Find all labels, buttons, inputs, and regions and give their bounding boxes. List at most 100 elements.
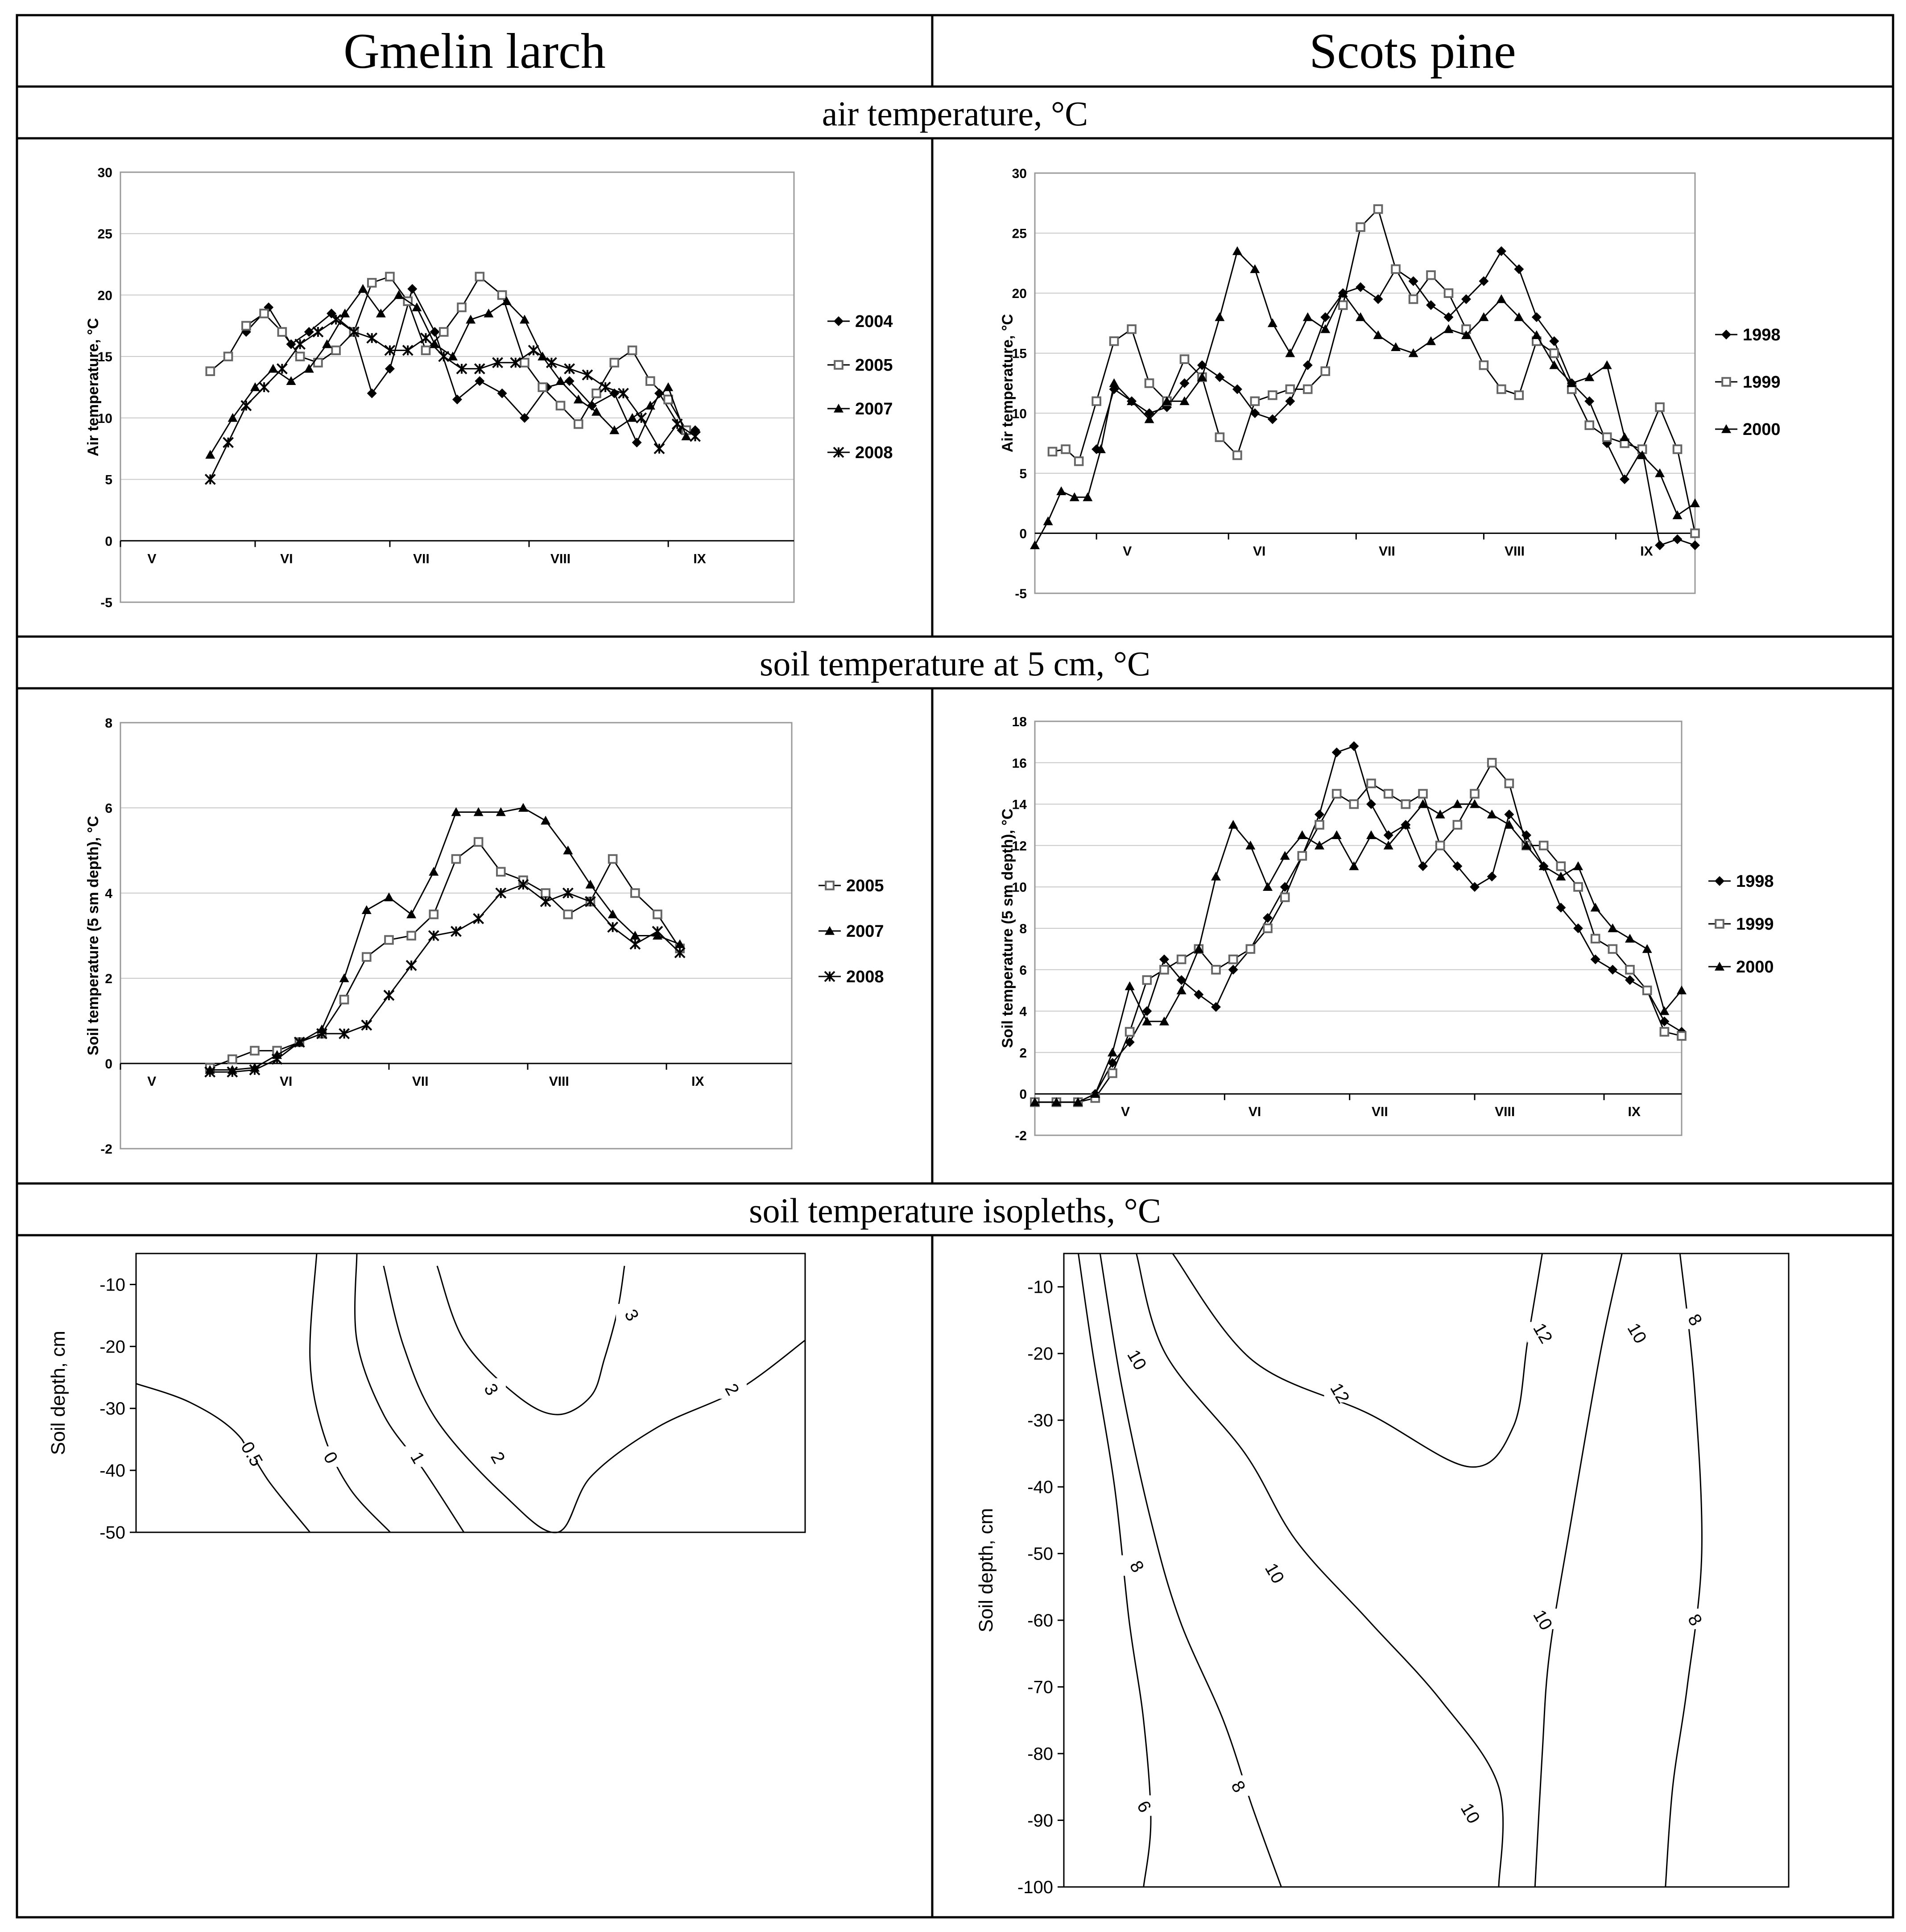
- data-point-1998: [1125, 1037, 1135, 1047]
- data-point-2004: [407, 284, 418, 294]
- data-point-1999: [1602, 432, 1612, 442]
- data-point-1998: [1487, 872, 1497, 881]
- data-point-2005: [497, 290, 507, 300]
- legend-marker-2004: [834, 316, 843, 326]
- y-tick-label: -70: [1027, 1678, 1053, 1697]
- data-point-2008: [495, 887, 507, 899]
- data-point-2008: [384, 344, 396, 356]
- y-tick-label: 2: [1019, 1046, 1027, 1060]
- contour-label-bg: [315, 1446, 345, 1467]
- y-tick-label: 0: [105, 534, 112, 549]
- data-point-2008: [294, 339, 306, 350]
- data-point-1999: [1125, 1027, 1135, 1037]
- month-label: VIII: [1505, 544, 1525, 559]
- data-point-2007: [541, 815, 551, 825]
- contour-line-0: [309, 1253, 391, 1533]
- header-right: Scots pine: [1309, 24, 1516, 79]
- data-point-1998: [1620, 474, 1630, 484]
- data-point-2000: [1030, 1097, 1040, 1106]
- data-point-2000: [1531, 330, 1542, 339]
- data-point-2005: [541, 888, 550, 898]
- data-point-2008: [674, 947, 686, 959]
- data-point-2005: [563, 909, 573, 919]
- data-point-1999: [1677, 1031, 1687, 1041]
- data-point-2007: [608, 909, 618, 918]
- legend-label-2004: 2004: [855, 312, 893, 331]
- data-point-2000: [1383, 840, 1393, 850]
- month-label: IX: [693, 551, 706, 566]
- data-point-2000: [1302, 312, 1313, 321]
- contour-label-bg: [1128, 1795, 1159, 1816]
- month-label: VII: [1372, 1105, 1388, 1119]
- data-point-2000: [1051, 1097, 1062, 1106]
- data-point-1999: [1315, 820, 1324, 830]
- y-axis-label: Soil temperature (5 sm depth), °C: [999, 809, 1016, 1048]
- data-point-2000: [1043, 516, 1053, 525]
- contour-line-8: [1099, 1253, 1282, 1887]
- data-point-2000: [1549, 360, 1559, 369]
- y-tick-label: -40: [1027, 1477, 1053, 1497]
- data-point-2007: [406, 909, 417, 918]
- legend-marker-2005: [825, 881, 835, 890]
- y-tick-label: 20: [1012, 286, 1027, 301]
- data-point-1998: [1144, 408, 1154, 418]
- y-tick-label: 8: [105, 716, 112, 731]
- data-point-1999: [1408, 294, 1418, 304]
- contour-label-bg: [482, 1446, 513, 1467]
- y-tick-label: 6: [1019, 963, 1027, 978]
- data-point-2005: [205, 366, 215, 376]
- data-point-1999: [1144, 378, 1154, 388]
- data-point-2007: [466, 314, 476, 324]
- data-point-2005: [331, 345, 341, 356]
- data-point-2005: [406, 931, 416, 941]
- legend-marker-1998: [1721, 330, 1731, 339]
- y-tick-label: 5: [1019, 467, 1027, 481]
- data-point-2000: [1162, 396, 1172, 405]
- y-tick-label: 0: [105, 1057, 112, 1071]
- y-tick-label: -2: [100, 1142, 112, 1157]
- contour-label: -0.5: [234, 1433, 267, 1470]
- data-point-2005: [591, 388, 601, 398]
- data-point-1999: [1435, 840, 1445, 851]
- data-point-1998: [1418, 861, 1428, 871]
- data-point-2007: [205, 450, 215, 459]
- y-tick-label: 2: [105, 972, 112, 986]
- data-point-1998: [1504, 809, 1514, 819]
- y-tick-label: -5: [100, 596, 112, 610]
- data-point-2008: [223, 437, 234, 448]
- data-point-2000: [1514, 312, 1524, 321]
- contour-label-bg: [1121, 1555, 1152, 1576]
- data-point-2000: [1297, 830, 1307, 839]
- data-point-1998: [1496, 246, 1506, 256]
- data-point-2007: [339, 973, 349, 982]
- data-point-2000: [1373, 330, 1383, 339]
- data-point-2007: [563, 845, 573, 855]
- data-point-1999: [1479, 360, 1489, 370]
- plot-frame: [1034, 720, 1683, 1136]
- data-point-2004: [304, 327, 314, 337]
- data-point-2007: [681, 431, 691, 440]
- month-label: IX: [1640, 544, 1653, 559]
- data-point-1999: [1285, 384, 1295, 394]
- data-point-1998: [1655, 540, 1665, 550]
- data-point-2007: [663, 382, 674, 391]
- data-point-1998: [1479, 276, 1489, 286]
- data-point-1998: [1215, 372, 1225, 382]
- legend-label-2007: 2007: [846, 922, 884, 941]
- y-tick-label: 10: [1012, 880, 1027, 895]
- data-point-2004: [520, 413, 529, 423]
- data-point-2007: [473, 807, 484, 816]
- month-label: VIII: [550, 551, 571, 566]
- data-point-2005: [362, 952, 372, 962]
- legend-marker-2005: [834, 360, 843, 370]
- data-point-1999: [1268, 390, 1278, 400]
- data-point-2005: [609, 358, 620, 368]
- y-tick-label: -80: [1027, 1744, 1053, 1764]
- data-point-2000: [1109, 378, 1119, 387]
- data-point-1999: [1452, 820, 1463, 830]
- series-line-2000: [1035, 803, 1683, 1103]
- data-point-2007: [627, 413, 637, 422]
- data-point-2007: [412, 302, 422, 311]
- data-point-1998: [1211, 1002, 1221, 1012]
